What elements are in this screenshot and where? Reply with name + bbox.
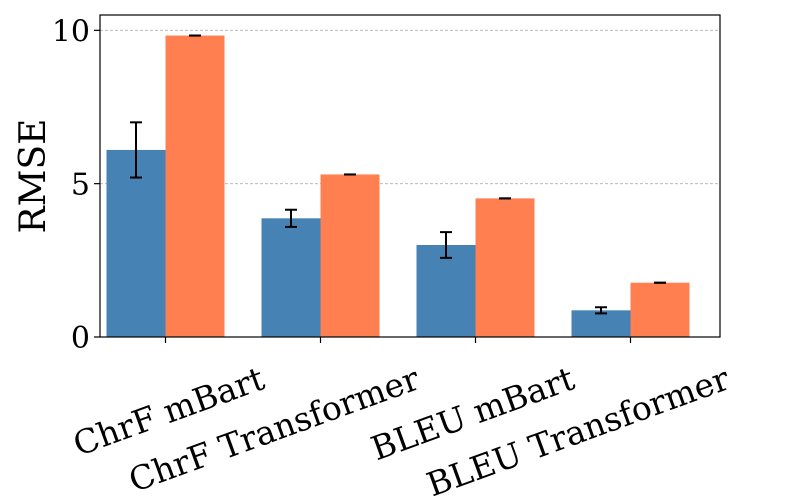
bar (165, 35, 225, 338)
y-tick-label: 5 (71, 168, 90, 203)
y-axis-label: RMSE (13, 119, 54, 234)
bar (106, 149, 166, 337)
y-tick-label: 10 (52, 14, 90, 49)
y-tick-label: 0 (71, 321, 90, 356)
grid-lines (100, 29, 720, 185)
bar (320, 174, 380, 337)
bar (571, 310, 631, 337)
bar (416, 245, 476, 337)
bar (261, 218, 321, 337)
bar (475, 198, 535, 337)
bars (106, 35, 690, 338)
y-axis: 0 5 10 (52, 14, 100, 356)
plot-frame (99, 14, 721, 338)
error-bars (130, 34, 666, 315)
bar (630, 282, 690, 337)
